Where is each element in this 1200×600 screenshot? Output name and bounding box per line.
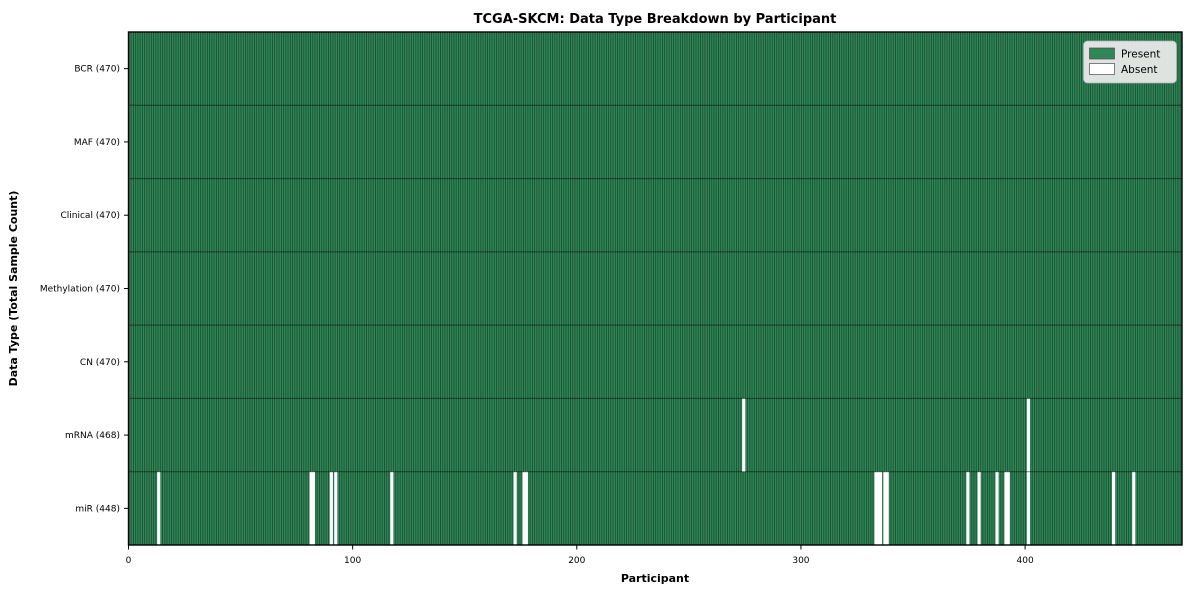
absent-cell-miR-117 — [390, 471, 394, 545]
chart-title: TCGA-SKCM: Data Type Breakdown by Partic… — [474, 12, 837, 27]
absent-cell-miR-387 — [995, 471, 999, 545]
x-tick-label: 400 — [1017, 556, 1034, 566]
absent-cell-miR-448 — [1132, 471, 1136, 545]
absent-cell-mRNA-401 — [1026, 398, 1031, 472]
absent-cell-miR-338 — [885, 471, 889, 545]
absent-cell-miR-90 — [329, 471, 333, 545]
absent-cell-miR-92 — [334, 471, 338, 545]
x-axis-label: Participant — [621, 572, 689, 585]
absent-cell-miR-172 — [513, 471, 517, 545]
x-tick-label: 0 — [126, 556, 132, 566]
legend-swatch-present — [1089, 47, 1115, 60]
absent-cell-miR-81 — [309, 471, 313, 545]
absent-cell-miR-335 — [878, 471, 883, 545]
absent-cell-miR-13 — [157, 471, 161, 545]
y-tick-label-mRNA: mRNA (468) — [65, 431, 120, 441]
x-tick-label: 300 — [792, 556, 809, 566]
absent-cell-mRNA-274 — [742, 398, 746, 472]
absent-cell-miR-391 — [1004, 471, 1008, 545]
absent-cell-miR-374 — [966, 471, 970, 545]
y-tick-label-CN: CN (470) — [80, 358, 120, 368]
y-tick-label-Clinical: Clinical (470) — [60, 211, 120, 221]
heatmap-present-area — [128, 32, 1182, 545]
legend-label-present: Present — [1121, 49, 1160, 61]
absent-cell-miR-82 — [311, 471, 315, 545]
absent-cell-miR-334 — [876, 471, 880, 545]
legend-swatch-absent — [1089, 63, 1115, 75]
y-tick-label-BCR: BCR (470) — [74, 65, 120, 75]
absent-cell-miR-176 — [522, 471, 526, 545]
absent-cell-miR-401 — [1026, 471, 1031, 545]
y-tick-label-MAF: MAF (470) — [74, 138, 120, 148]
y-tick-label-Methylation: Methylation (470) — [40, 285, 120, 295]
absent-cell-miR-177 — [524, 471, 528, 545]
absent-cell-miR-333 — [874, 471, 878, 545]
legend: Present Absent — [1083, 40, 1177, 84]
legend-box — [1083, 40, 1177, 84]
plot-area: 0 100 200 300 400 BCR (470) MAF (470) Clinical … — [40, 31, 1183, 566]
y-tick-label-miR: miR (448) — [75, 504, 120, 514]
absent-cell-miR-379 — [977, 471, 981, 545]
absent-cell-miR-337 — [883, 471, 887, 545]
legend-label-absent: Absent — [1121, 64, 1158, 76]
y-axis-label: Data Type (Total Sample Count) — [7, 191, 20, 387]
absent-cell-miR-392 — [1006, 471, 1010, 545]
x-tick-label: 200 — [568, 556, 585, 566]
absent-cell-miR-439 — [1112, 471, 1116, 545]
x-tick-label: 100 — [344, 556, 361, 566]
